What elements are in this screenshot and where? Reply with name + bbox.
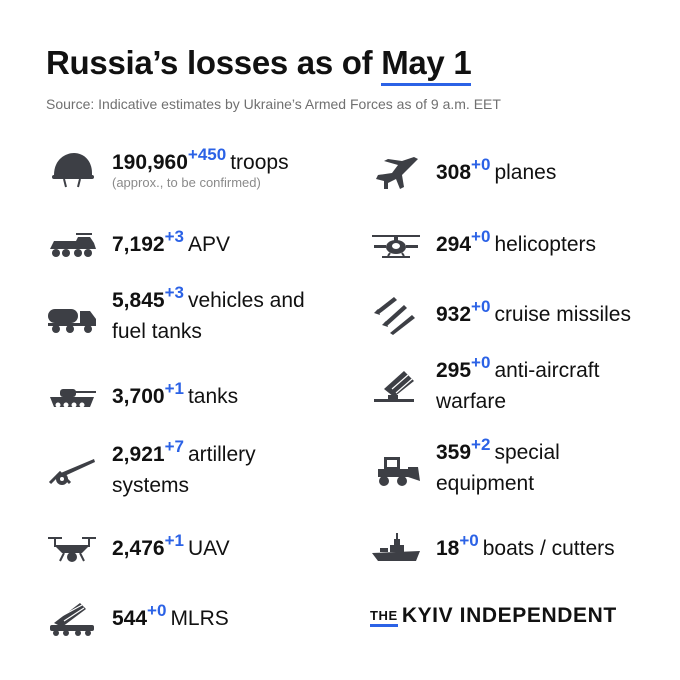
stat-apv: 7,192+3 APV — [46, 222, 230, 268]
stat-planes: 308+0 planes — [370, 150, 556, 196]
helicopters-number: 294 — [436, 232, 472, 256]
troops-number: 190,960 — [112, 150, 188, 174]
cruise-missiles-number: 932 — [436, 302, 472, 326]
special-equipment-number: 359 — [436, 441, 472, 464]
vehicles-number: 5,845 — [112, 289, 165, 312]
apv-icon — [46, 222, 102, 268]
apv-number: 7,192 — [112, 232, 165, 256]
stat-boats: 18+0 boats / cutters — [370, 526, 615, 572]
plane-icon — [370, 150, 426, 196]
stat-helicopters: 294+0 helicopters — [370, 222, 596, 268]
boats-number: 18 — [436, 536, 460, 560]
tanks-label: tanks — [187, 384, 239, 408]
helicopter-icon — [370, 222, 426, 268]
helmet-icon — [46, 146, 102, 192]
planes-number: 308 — [436, 160, 472, 184]
boats-label: boats / cutters — [482, 536, 615, 560]
kyiv-independent-logo: THE KYIV INDEPENDENT — [370, 604, 617, 628]
anti-aircraft-icon — [370, 364, 426, 410]
troops-delta: +450 — [187, 144, 227, 164]
planes-label: planes — [494, 160, 557, 184]
anti-aircraft-label: anti-aircraft warfare — [436, 359, 600, 413]
vehicles-delta: +3 — [164, 283, 184, 302]
tank-icon — [46, 374, 102, 420]
anti-aircraft-number: 295 — [436, 359, 472, 382]
mlrs-icon — [46, 596, 102, 642]
tanks-number: 3,700 — [112, 384, 165, 408]
uav-label: UAV — [187, 536, 230, 560]
special-equipment-label: special equipment — [436, 441, 560, 495]
apv-label: APV — [187, 232, 230, 256]
page-title: Russia’s losses as of May 1 — [46, 44, 472, 86]
brand-the: THE — [370, 608, 398, 627]
title-prefix: Russia’s losses as of — [46, 44, 382, 81]
bulldozer-icon — [370, 446, 426, 492]
apv-delta: +3 — [164, 226, 184, 246]
uav-delta: +1 — [164, 530, 184, 550]
mlrs-label: MLRS — [170, 606, 229, 630]
artillery-number: 2,921 — [112, 443, 165, 466]
stat-troops: 190,960+450 troops (approx., to be confirm… — [46, 144, 289, 192]
mlrs-delta: +0 — [147, 600, 167, 620]
stat-cruise-missiles: 932+0 cruise missiles — [370, 292, 631, 338]
helicopters-delta: +0 — [471, 226, 491, 246]
source-note: Source: Indicative estimates by Ukraine’… — [46, 96, 501, 112]
title-date: May 1 — [381, 44, 472, 86]
stat-anti-aircraft: 295+0 anti-aircraft warfare — [370, 353, 646, 417]
special-equipment-delta: +2 — [471, 435, 491, 454]
troops-label: troops — [230, 150, 289, 174]
cruise-missiles-label: cruise missiles — [494, 302, 631, 326]
vehicles-label: vehicles and fuel tanks — [112, 289, 305, 343]
boats-delta: +0 — [459, 530, 479, 550]
brand-name: KYIV INDEPENDENT — [401, 604, 617, 627]
troops-note: (approx., to be confirmed) — [112, 174, 261, 190]
stat-artillery: 2,921+7 artillery systems — [46, 437, 312, 501]
missile-icon — [370, 292, 426, 338]
stat-tanks: 3,700+1 tanks — [46, 374, 238, 420]
stat-mlrs: 544+0 MLRS — [46, 596, 229, 642]
artillery-icon — [46, 448, 102, 494]
artillery-label: artillery systems — [112, 443, 256, 497]
planes-delta: +0 — [471, 154, 491, 174]
artillery-delta: +7 — [164, 437, 184, 456]
cruise-missiles-delta: +0 — [471, 296, 491, 316]
anti-aircraft-delta: +0 — [471, 353, 491, 372]
fuel-truck-icon — [46, 294, 102, 340]
helicopters-label: helicopters — [494, 232, 596, 256]
stat-special-equipment: 359+2 special equipment — [370, 435, 636, 499]
boat-icon — [370, 526, 426, 572]
mlrs-number: 544 — [112, 606, 148, 630]
drone-icon — [46, 526, 102, 572]
tanks-delta: +1 — [164, 378, 184, 398]
stat-vehicles: 5,845+3 vehicles and fuel tanks — [46, 283, 312, 347]
uav-number: 2,476 — [112, 536, 165, 560]
stat-uav: 2,476+1 UAV — [46, 526, 230, 572]
